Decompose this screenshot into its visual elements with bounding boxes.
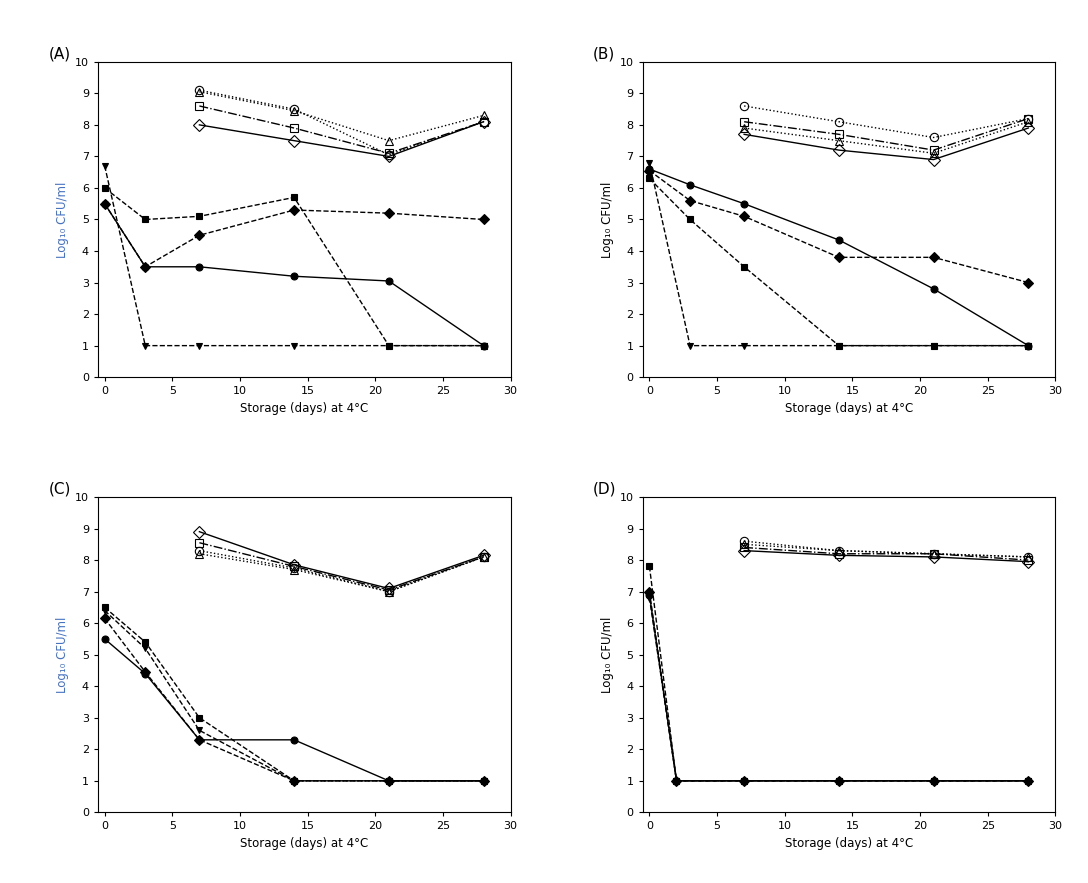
X-axis label: Storage (days) at 4°C: Storage (days) at 4°C: [240, 402, 369, 415]
X-axis label: Storage (days) at 4°C: Storage (days) at 4°C: [240, 837, 369, 850]
Text: (B): (B): [593, 46, 616, 61]
Y-axis label: Log₁₀ CFU/ml: Log₁₀ CFU/ml: [601, 181, 614, 258]
Text: (C): (C): [48, 481, 71, 496]
Y-axis label: Log₁₀ CFU/ml: Log₁₀ CFU/ml: [601, 616, 614, 693]
Text: (A): (A): [48, 46, 71, 61]
Y-axis label: Log₁₀ CFU/ml: Log₁₀ CFU/ml: [57, 181, 70, 258]
X-axis label: Storage (days) at 4°C: Storage (days) at 4°C: [784, 837, 913, 850]
Y-axis label: Log₁₀ CFU/ml: Log₁₀ CFU/ml: [57, 616, 70, 693]
Text: (D): (D): [593, 481, 617, 496]
X-axis label: Storage (days) at 4°C: Storage (days) at 4°C: [784, 402, 913, 415]
